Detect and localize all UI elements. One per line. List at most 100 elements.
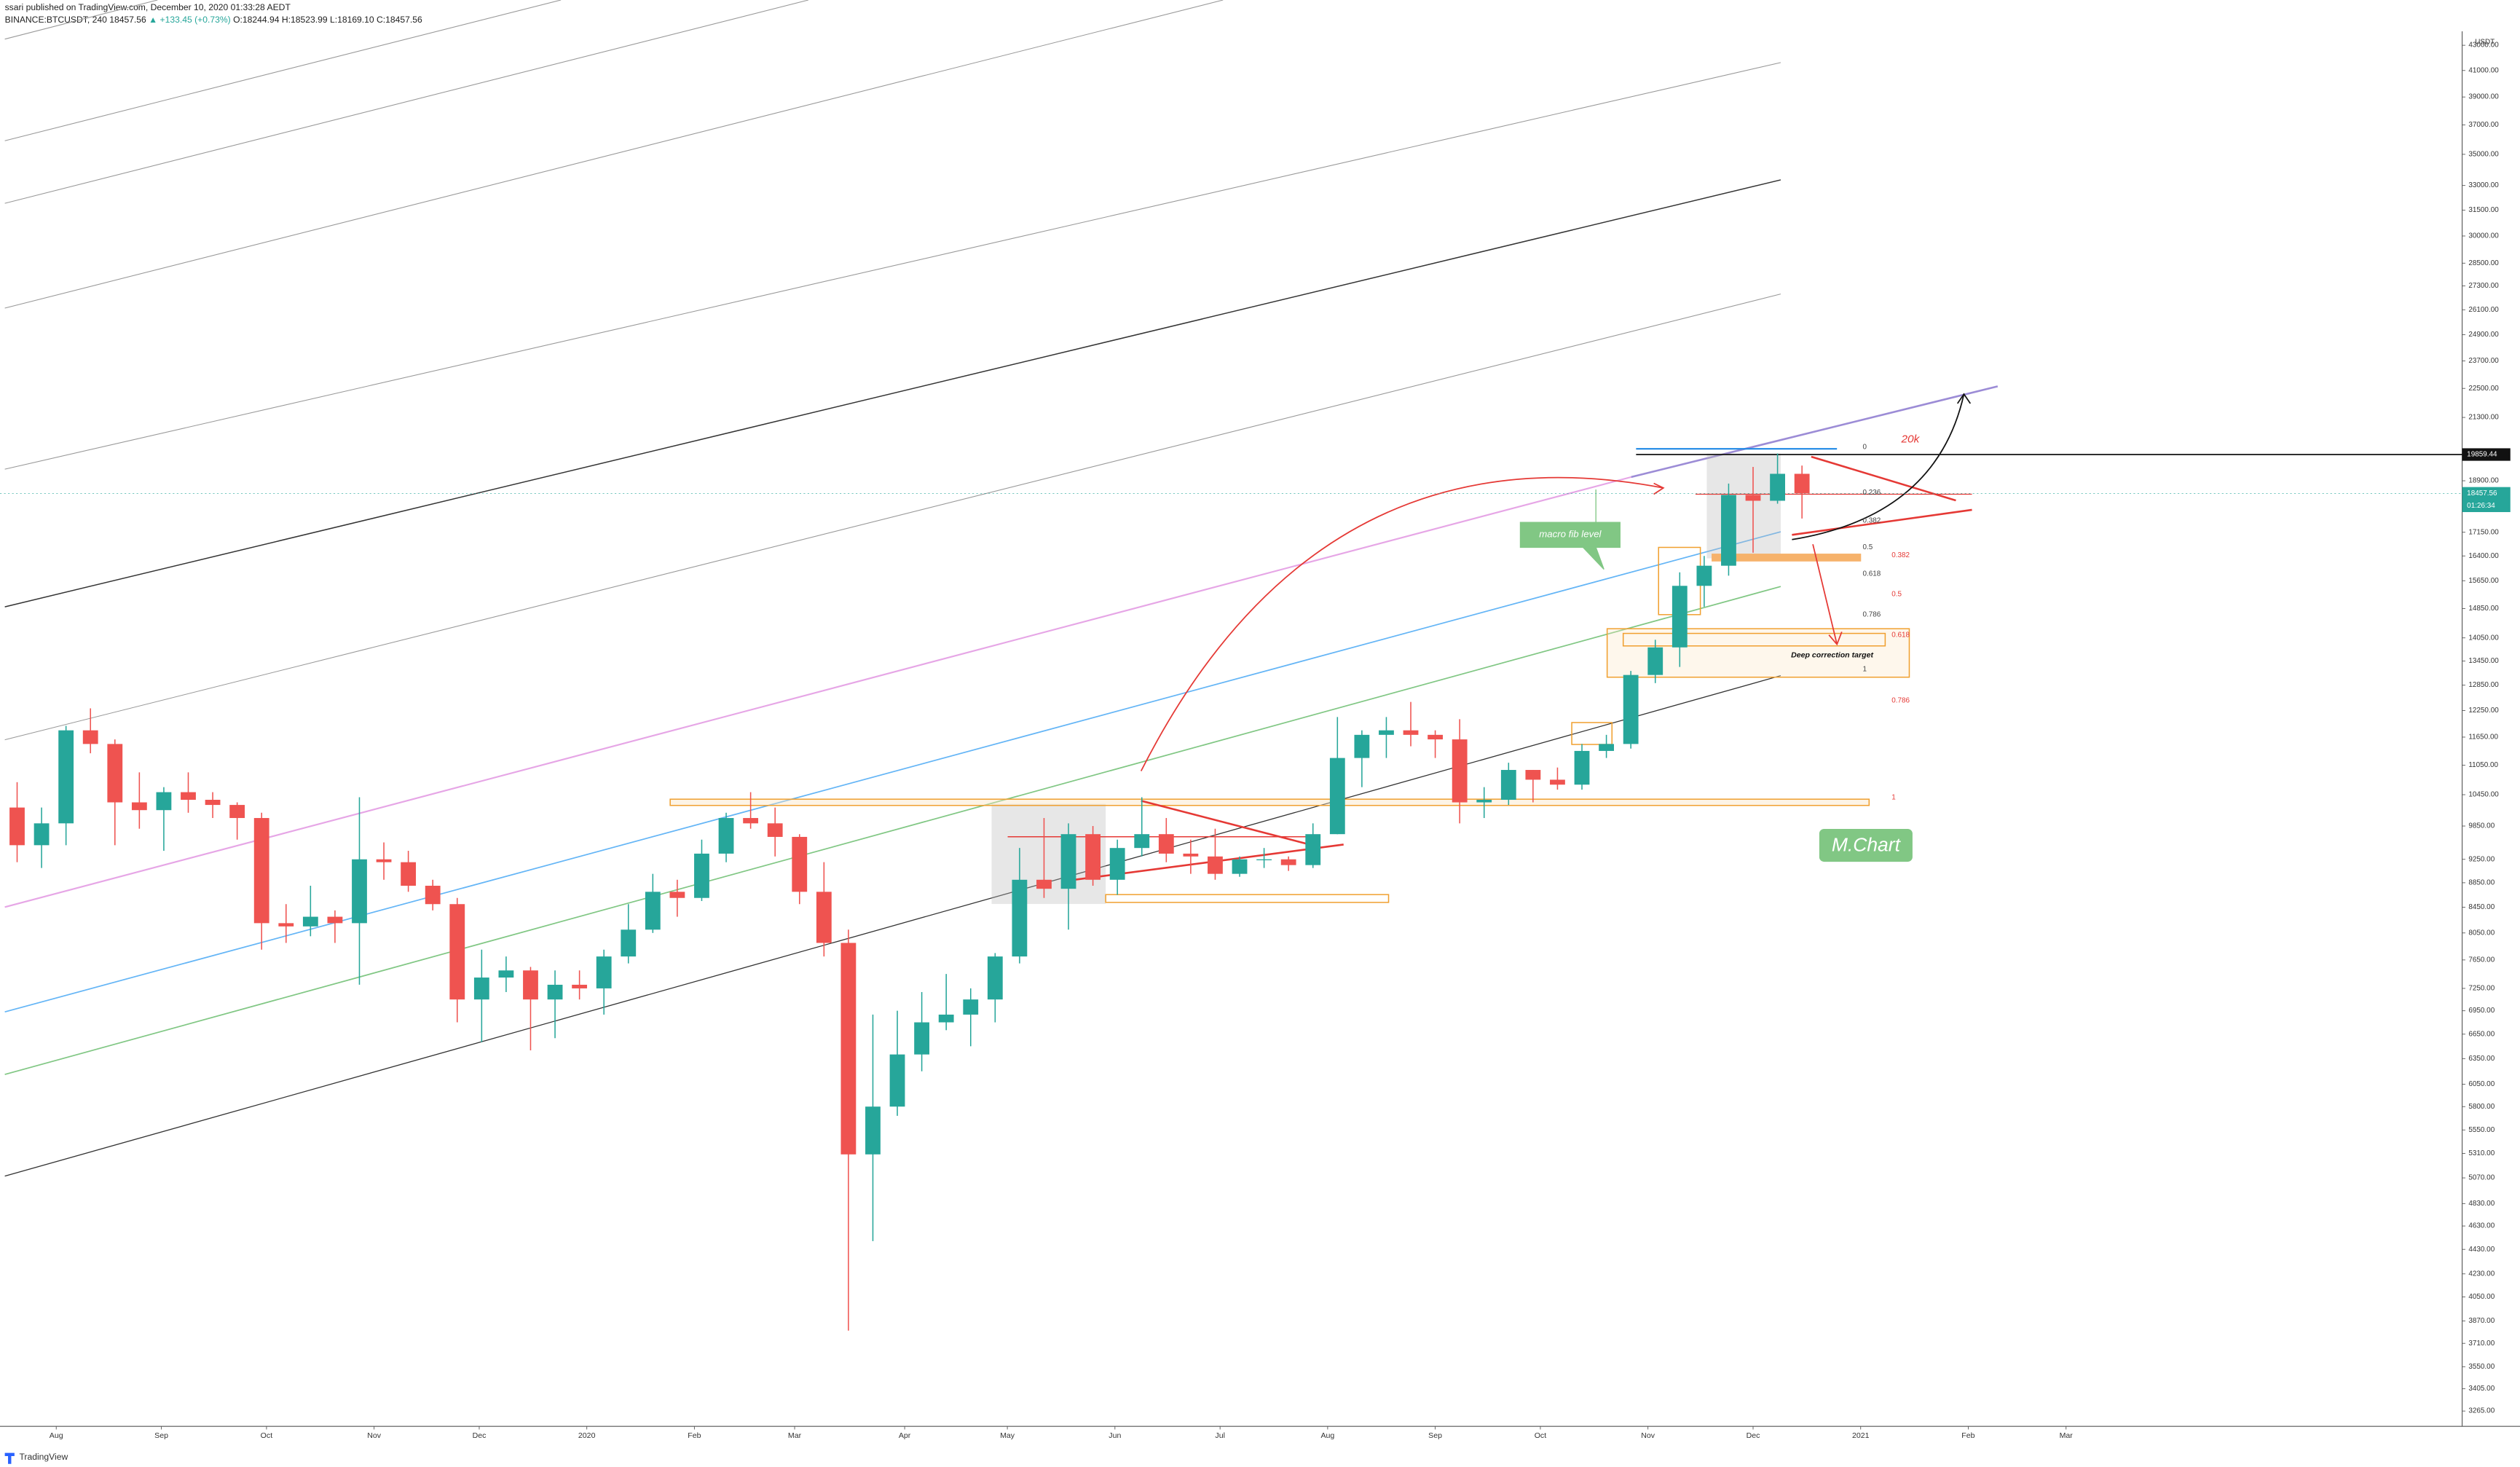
y-tick-label: 5800.00 [2468, 1103, 2495, 1111]
x-tick-label: Feb [1961, 1432, 1974, 1440]
y-tick-label: 6050.00 [2468, 1080, 2495, 1088]
deep-label: Deep correction target [1791, 651, 1873, 659]
x-tick-label: 2020 [578, 1432, 596, 1440]
y-tick-label: 9850.00 [2468, 822, 2495, 830]
candle-body [889, 1054, 905, 1107]
candle-body [645, 892, 661, 930]
candle-body [181, 792, 196, 801]
y-tick-label: 14850.00 [2468, 605, 2499, 613]
countdown-label: 01:26:34 [2467, 502, 2495, 510]
x-tick-label: 2021 [1852, 1432, 1870, 1440]
candle-body [1476, 800, 1492, 803]
y-tick-label: 4430.00 [2468, 1246, 2495, 1254]
y-tick-label: 22500.00 [2468, 385, 2499, 393]
axis-unit: USDT [2475, 39, 2495, 47]
y-tick-label: 6950.00 [2468, 1007, 2495, 1015]
candle-body [425, 886, 441, 905]
x-tick-label: Nov [1641, 1432, 1655, 1440]
y-tick-label: 7650.00 [2468, 956, 2495, 964]
fib-label: 0.382 [1891, 551, 1910, 559]
twenty-k: 20k [1900, 433, 1920, 445]
candle-body [131, 802, 147, 811]
green-line [4, 586, 1781, 1075]
candle-body [572, 984, 588, 988]
fib-label: 0.236 [1862, 489, 1881, 497]
x-tick-label: Aug [50, 1432, 63, 1440]
channel-line [4, 0, 1224, 309]
channel-line [4, 294, 1781, 741]
candle-body [327, 916, 343, 924]
candle-body [1770, 473, 1785, 501]
candle-body [987, 956, 1003, 1000]
candle-body [34, 823, 50, 846]
y-tick-label: 6650.00 [2468, 1030, 2495, 1038]
candle-body [547, 984, 563, 1000]
zone [669, 798, 1870, 806]
candle-body [229, 805, 245, 819]
publish-line: ssari published on TradingView.com, Dece… [5, 2, 291, 12]
y-tick-label: 12850.00 [2468, 681, 2499, 689]
candle-body [840, 943, 857, 1155]
candle-body [205, 800, 221, 806]
footer: TradingView [4, 1452, 68, 1464]
candle-body [669, 892, 685, 898]
x-tick-label: Feb [688, 1432, 701, 1440]
candle-body [352, 859, 367, 924]
y-tick-label: 14050.00 [2468, 634, 2499, 642]
purple-line [1631, 385, 1999, 479]
candle-body [1379, 730, 1394, 735]
high-marker-label: 19859.44 [2467, 451, 2497, 459]
candle-body [107, 744, 123, 803]
last-price-box [2462, 487, 2511, 513]
candle-body [1208, 856, 1223, 874]
pink-line [4, 476, 1632, 908]
x-tick-label: Jun [1109, 1432, 1121, 1440]
y-tick-label: 21300.00 [2468, 414, 2499, 422]
y-tick-label: 30000.00 [2468, 232, 2499, 240]
candle-body [9, 807, 25, 846]
y-tick-label: 43000.00 [2468, 42, 2499, 50]
x-tick-label: Mar [788, 1432, 802, 1440]
candle-body [156, 792, 172, 811]
x-tick-label: Jul [1215, 1432, 1225, 1440]
last: 18457.56 [109, 15, 146, 25]
wedge-line [1792, 508, 1972, 536]
fib-label: 0.5 [1862, 543, 1873, 551]
fib-label: 0.786 [1891, 697, 1910, 705]
y-tick-label: 24900.00 [2468, 331, 2499, 339]
candle-body [1696, 565, 1712, 586]
y-tick-label: 28500.00 [2468, 259, 2499, 267]
y-tick-label: 13450.00 [2468, 657, 2499, 665]
last-price-label: 18457.56 [2467, 489, 2497, 497]
candle-body [743, 818, 759, 824]
x-tick-label: May [1000, 1432, 1015, 1440]
range-box [1706, 453, 1781, 559]
x-tick-label: Aug [1320, 1432, 1334, 1440]
candle-body [865, 1106, 881, 1155]
candles [9, 453, 1810, 1331]
candle-body [1599, 744, 1614, 751]
x-tick-label: Dec [1747, 1432, 1760, 1440]
candle-body [1623, 674, 1639, 744]
candle-body [1525, 770, 1541, 780]
y-tick-label: 39000.00 [2468, 93, 2499, 101]
candle-body [523, 970, 538, 1000]
channel-line [4, 0, 158, 40]
close: C:18457.56 [377, 15, 422, 25]
candle-body [1060, 834, 1076, 889]
candle-body [1672, 586, 1688, 648]
x-tick-label: Sep [154, 1432, 168, 1440]
y-tick-label: 12250.00 [2468, 707, 2499, 715]
change: ▲ +133.45 (+0.73%) [149, 15, 231, 25]
fib-label: 0.618 [1862, 570, 1881, 578]
wedge-line [1811, 455, 1956, 502]
down-arrow [1812, 544, 1843, 646]
footer-text: TradingView [19, 1452, 68, 1462]
candle-body [1280, 859, 1296, 865]
y-tick-label: 35000.00 [2468, 151, 2499, 159]
candle-body [1721, 495, 1736, 566]
y-tick-label: 8050.00 [2468, 929, 2495, 937]
x-tick-label: Oct [1535, 1432, 1547, 1440]
